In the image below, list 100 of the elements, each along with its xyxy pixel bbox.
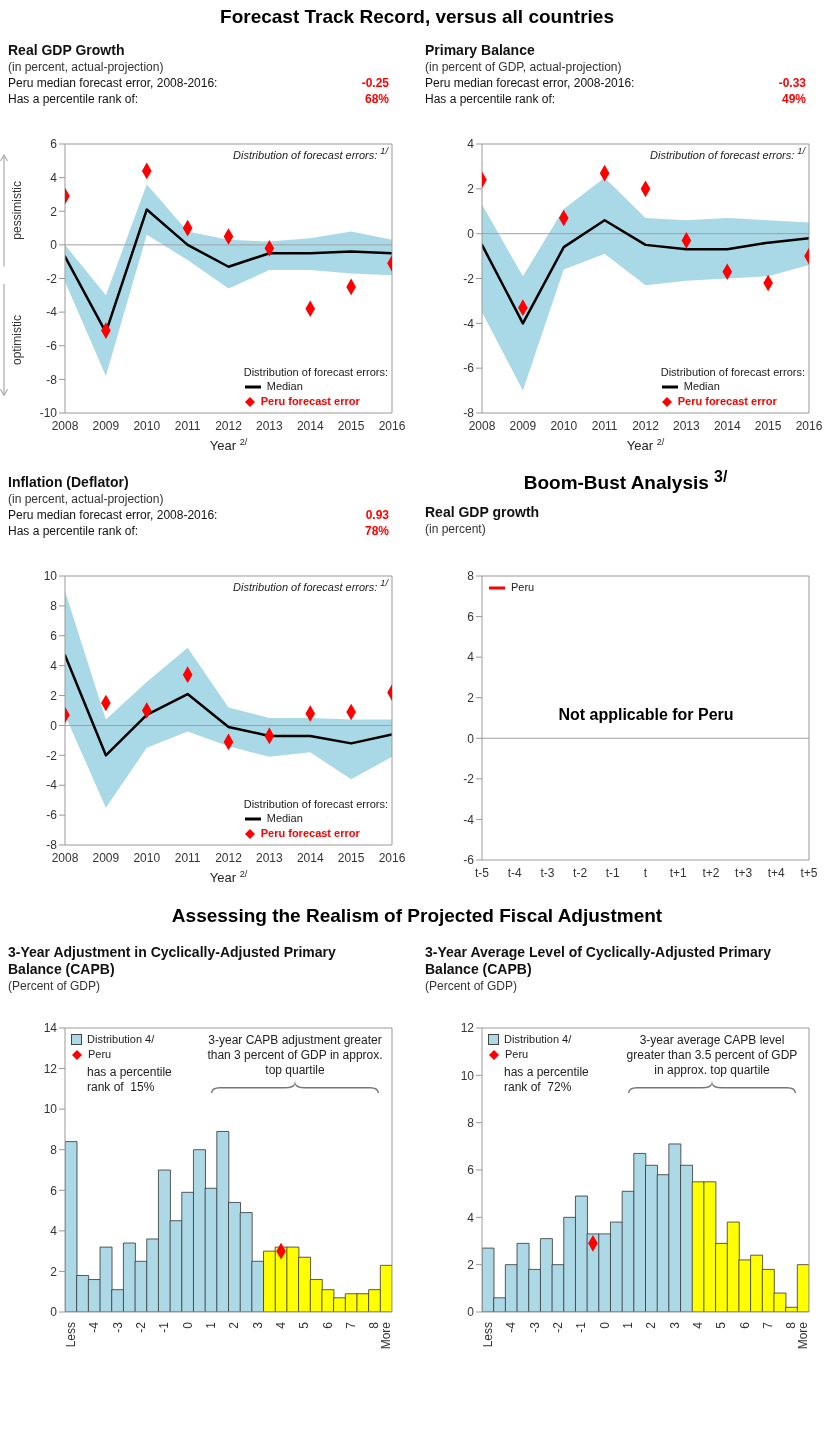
text: Assessing the Realism of Projected Fiscal Adjustment	[170, 905, 664, 927]
y-tick-label: -8	[46, 838, 58, 853]
legend-title: Distribution of forecast errors:	[243, 797, 388, 811]
x-tick-label: 2009	[92, 850, 120, 865]
y-tick-label: 8	[50, 599, 58, 614]
x-tick-label: 1	[620, 1321, 635, 1329]
x-tick-label: 7	[344, 1321, 359, 1329]
y-tick-label: -8	[46, 372, 58, 387]
y-tick-label: -4	[46, 305, 58, 320]
x-tick-label: 2009	[92, 418, 120, 433]
annotation: Distribution of forecast errors: $^{1/}$	[233, 146, 388, 161]
legend-title: Distribution of forecast errors:	[243, 365, 388, 379]
x-tick-label: 7	[761, 1321, 776, 1329]
chart-title: Primary Balance	[425, 41, 536, 59]
y-tick-label: 12	[43, 1061, 58, 1076]
x-tick-label: t	[643, 865, 648, 880]
x-tick-label: 6	[320, 1321, 335, 1329]
x-tick-label: -3	[110, 1321, 125, 1333]
x-tick-label: More	[796, 1321, 811, 1350]
x-tick-label: -1	[157, 1321, 172, 1333]
text: Peru median forecast error, 2008-2016:	[8, 507, 218, 523]
x-tick-label: 2010	[550, 418, 578, 433]
x-tick-label: 2012	[215, 418, 243, 433]
y-tick-label: 4	[467, 137, 475, 152]
x-tick-label: 2	[227, 1321, 242, 1329]
y-tick-label: 6	[50, 629, 58, 644]
x-tick-label: 2008	[51, 418, 79, 433]
legend-label: Distribution 4/	[87, 1032, 155, 1047]
x-axis-title: Year $^{2/}$	[209, 869, 248, 885]
x-tick-label: 8	[784, 1321, 799, 1329]
y-tick-label: 4	[467, 650, 475, 665]
chart-title: Inflation (Deflator)	[8, 473, 130, 491]
x-tick-label: -4	[87, 1321, 102, 1333]
x-tick-label: 2011	[174, 418, 201, 433]
text: optimistic	[10, 315, 24, 366]
y-tick-label: -4	[463, 316, 475, 331]
x-tick-label: 2016	[378, 850, 406, 865]
x-tick-label: -2	[550, 1321, 565, 1333]
y-tick-label: 8	[50, 1142, 58, 1157]
x-tick-label: t+3	[735, 865, 753, 880]
legend-label: Peru	[88, 1047, 112, 1062]
x-tick-label: 2012	[632, 418, 660, 433]
x-tick-label: 2016	[795, 418, 823, 433]
chart-subtitle: (in percent of GDP, actual-projection)	[425, 59, 623, 75]
text: Forecast Track Record, versus all countries	[219, 6, 615, 28]
x-tick-label: 2011	[591, 418, 618, 433]
annotation: Distribution of forecast errors: $^{1/}$	[650, 146, 805, 161]
y-tick-label: 6	[467, 1163, 475, 1178]
y-tick-label: 2	[50, 204, 58, 219]
chart-subtitle: (in percent, actual-projection)	[8, 491, 165, 507]
y-tick-label: -2	[46, 271, 58, 286]
y-tick-label: 10	[43, 1102, 58, 1117]
x-tick-label: -3	[527, 1321, 542, 1333]
y-tick-label: 2	[467, 182, 475, 197]
x-tick-label: -4	[504, 1321, 519, 1333]
text: 78%	[364, 523, 389, 539]
x-tick-label: More	[379, 1321, 394, 1350]
x-tick-label: 2013	[673, 418, 701, 433]
x-tick-label: t-3	[540, 865, 555, 880]
chart-subtitle: (Percent of GDP)	[425, 978, 519, 994]
y-tick-label: 0	[467, 226, 475, 241]
legend-label: Peru forecast error	[677, 394, 777, 409]
text: Boom-Bust Analysis $^{3/}$	[522, 468, 729, 495]
x-tick-label: 2015	[337, 850, 365, 865]
y-tick-label: 2	[467, 690, 475, 705]
legend-label: Peru	[511, 580, 535, 595]
legend-label: Peru forecast error	[260, 394, 360, 409]
x-tick-label: 2012	[215, 850, 243, 865]
y-tick-label: 8	[467, 569, 475, 584]
text: Has a percentile rank of:	[425, 91, 556, 107]
x-tick-label: t-5	[474, 865, 490, 880]
x-tick-label: 2008	[51, 850, 79, 865]
annotation: Distribution of forecast errors: $^{1/}$	[233, 578, 388, 593]
x-tick-label: 2013	[256, 418, 284, 433]
x-tick-label: t+4	[767, 865, 786, 880]
text: 49%	[781, 91, 806, 107]
chart-title: 3-Year Average Level of Cyclically-Adjusted Primary Balance (CAPB)	[425, 943, 772, 978]
line-series	[65, 653, 392, 757]
legend-label: Peru	[505, 1047, 529, 1062]
legend-label: Median	[266, 379, 303, 394]
y-tick-label: 4	[50, 1224, 58, 1239]
text: 0.93	[365, 507, 389, 523]
y-tick-label: 0	[50, 238, 58, 253]
text: Peru median forecast error, 2008-2016:	[425, 75, 635, 91]
x-tick-label: 2011	[174, 850, 201, 865]
x-tick-label: t-4	[507, 865, 523, 880]
x-tick-label: 0	[597, 1321, 612, 1329]
x-tick-label: 8	[367, 1321, 382, 1329]
x-tick-label: t+1	[669, 865, 688, 880]
x-axis-title: Year $^{2/}$	[209, 437, 248, 453]
annotation: has a percentile rank of 15%	[86, 1065, 173, 1095]
y-tick-label: 0	[467, 731, 475, 746]
chart-subtitle: (in percent)	[425, 521, 487, 537]
x-tick-label: 6	[737, 1321, 752, 1329]
legend-label: Median	[683, 379, 720, 394]
y-tick-label: 2	[50, 688, 58, 703]
y-tick-label: -2	[463, 271, 475, 286]
x-tick-label: t+5	[800, 865, 818, 880]
legend-title: Distribution of forecast errors:	[660, 365, 805, 379]
y-tick-label: -2	[46, 748, 58, 763]
